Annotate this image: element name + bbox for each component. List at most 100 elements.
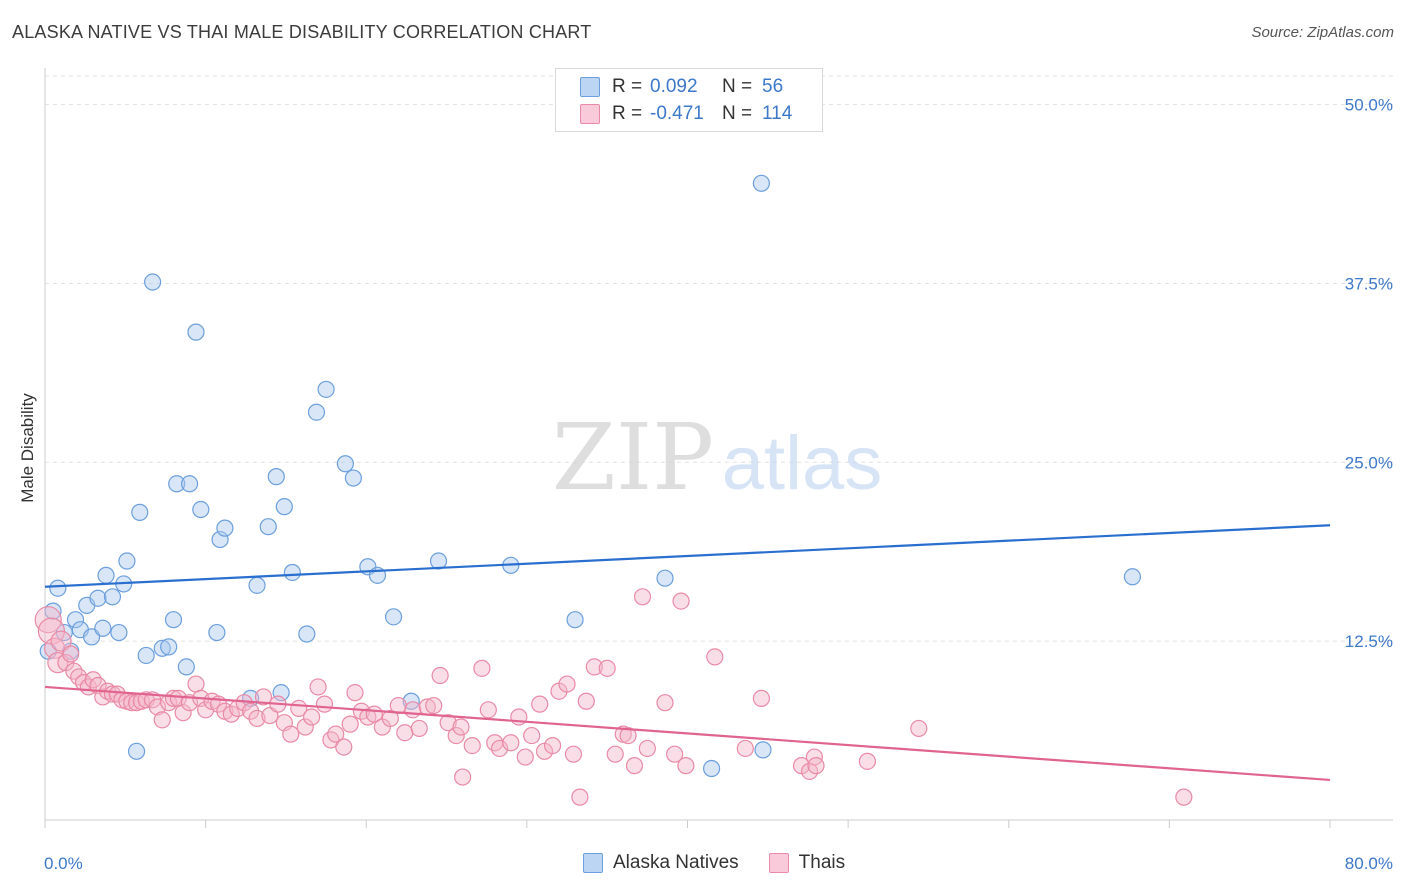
data-point (177, 658, 195, 676)
legend-series-name: Thais (798, 852, 846, 873)
data-point (275, 498, 293, 516)
data-point (164, 611, 183, 629)
data-point (187, 323, 205, 341)
data-point (160, 638, 178, 656)
legend-r-label: R = (612, 103, 643, 124)
data-point (585, 658, 603, 676)
data-point (452, 718, 470, 736)
legend-item-thais[interactable]: Thais (768, 852, 846, 874)
data-point (307, 403, 326, 421)
data-point (180, 475, 199, 493)
data-point (282, 725, 300, 743)
legend-r-label: R = (612, 76, 643, 97)
data-point (174, 704, 192, 722)
data-point (805, 748, 823, 766)
series-legend: Alaska Natives Thais (583, 852, 875, 874)
data-point (148, 698, 167, 716)
data-point (447, 726, 465, 745)
data-point (425, 696, 443, 715)
legend-n-value: 56 (762, 76, 784, 97)
data-point (677, 757, 695, 775)
data-point (118, 552, 136, 570)
data-point (473, 659, 491, 677)
data-point (502, 734, 520, 752)
watermark: ZIP atlas (552, 404, 882, 511)
data-point (94, 619, 112, 637)
data-point (327, 725, 345, 743)
data-point (283, 563, 301, 582)
data-point (49, 579, 67, 597)
y-tick-label: 37.5% (1345, 274, 1393, 293)
legend-n-label: N = (722, 103, 753, 124)
data-point (153, 639, 171, 657)
data-point (638, 739, 656, 758)
data-point (566, 611, 584, 629)
data-point (633, 588, 652, 606)
data-point (216, 519, 234, 537)
data-point (248, 576, 266, 594)
legend-row-alaska: R = 0.092 N = 56 (580, 75, 783, 99)
series-thais (34, 588, 1193, 806)
data-point (439, 714, 457, 732)
data-point (267, 468, 285, 486)
gridlines (45, 75, 1393, 642)
data-point (208, 623, 226, 642)
legend-swatch-pink (768, 853, 789, 873)
data-point (103, 588, 122, 606)
trend-line (44, 685, 1331, 782)
data-point (153, 711, 171, 729)
data-point (1123, 568, 1142, 586)
data-point (137, 646, 155, 665)
y-axis-label: Male Disability (18, 393, 37, 503)
data-point (706, 648, 724, 666)
data-point (736, 739, 754, 758)
data-point (672, 592, 690, 610)
data-point (702, 759, 721, 778)
data-point (516, 748, 534, 766)
y-tick-label: 12.5% (1345, 632, 1393, 651)
axes (44, 68, 1393, 828)
data-point (131, 503, 149, 521)
data-point (168, 475, 186, 493)
data-point (606, 745, 624, 763)
data-point (62, 645, 80, 663)
data-point (127, 742, 146, 760)
data-point (259, 518, 277, 536)
data-point (381, 709, 399, 728)
legend-swatch-blue (583, 853, 603, 873)
data-point (341, 715, 359, 733)
data-point (344, 469, 362, 487)
data-point (577, 692, 595, 710)
data-point (303, 708, 321, 726)
data-point (666, 745, 684, 763)
data-point (50, 630, 72, 652)
data-point (564, 745, 583, 763)
data-point (187, 675, 205, 693)
data-point (396, 724, 414, 742)
legend-swatch-blue (580, 77, 600, 97)
data-point (752, 689, 770, 707)
data-point (315, 695, 334, 713)
data-point (296, 718, 314, 736)
source-label: Source: ZipAtlas.com (1251, 24, 1394, 41)
data-point (402, 692, 420, 710)
data-point (254, 688, 273, 706)
data-point (103, 685, 122, 703)
data-point (571, 788, 589, 806)
y-tick-label: 25.0% (1345, 453, 1393, 472)
data-point (298, 625, 316, 643)
data-point (110, 623, 128, 642)
data-point (619, 726, 637, 745)
legend-item-alaska-natives[interactable]: Alaska Natives (583, 852, 739, 874)
data-point (858, 752, 877, 770)
data-point (656, 694, 674, 712)
data-point (410, 719, 428, 738)
legend-n-label: N = (722, 76, 753, 97)
legend-series-name: Alaska Natives (613, 852, 739, 873)
x-tick-label: 80.0% (1345, 854, 1393, 873)
data-point (910, 719, 928, 738)
watermark-zip: ZIP (552, 404, 714, 511)
data-point (1175, 788, 1193, 806)
data-point (34, 606, 62, 634)
